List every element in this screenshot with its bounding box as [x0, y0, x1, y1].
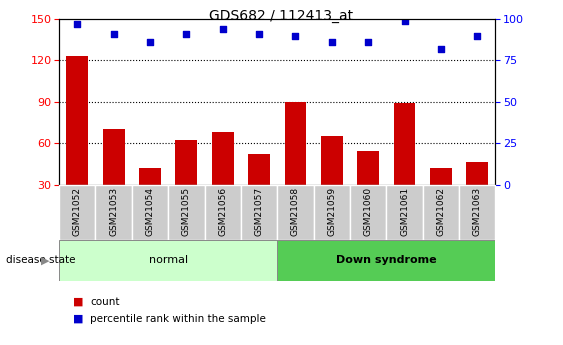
Bar [350, 185, 386, 240]
Text: GSM21060: GSM21060 [364, 187, 373, 236]
Point [436, 46, 445, 51]
Text: Down syndrome: Down syndrome [336, 256, 437, 265]
Bar [103, 129, 124, 185]
Point [400, 18, 409, 23]
Bar [321, 136, 343, 185]
Bar [59, 240, 277, 281]
Text: percentile rank within the sample: percentile rank within the sample [90, 314, 266, 324]
Bar [459, 185, 495, 240]
Text: GSM21062: GSM21062 [436, 187, 445, 236]
Bar [139, 168, 161, 185]
Bar [66, 56, 88, 185]
Text: GSM21059: GSM21059 [327, 187, 336, 236]
Bar [423, 185, 459, 240]
Text: GSM21053: GSM21053 [109, 187, 118, 236]
Text: GSM21063: GSM21063 [473, 187, 482, 236]
Text: GSM21061: GSM21061 [400, 187, 409, 236]
Bar [168, 185, 204, 240]
Bar [394, 103, 415, 185]
Point [182, 31, 191, 37]
Bar [278, 185, 314, 240]
Point [473, 33, 482, 38]
Point [327, 39, 336, 45]
Bar [241, 185, 277, 240]
Point [254, 31, 263, 37]
Text: normal: normal [149, 256, 187, 265]
Text: ■: ■ [73, 297, 84, 307]
Bar [314, 185, 350, 240]
Bar [204, 185, 241, 240]
Bar [466, 162, 488, 185]
Bar [430, 168, 452, 185]
Bar [176, 140, 197, 185]
Text: GSM21057: GSM21057 [254, 187, 263, 236]
Text: GSM21054: GSM21054 [145, 187, 154, 236]
Bar [212, 132, 234, 185]
Point [364, 39, 373, 45]
Bar [132, 185, 168, 240]
Point [291, 33, 300, 38]
Bar [358, 151, 379, 185]
Bar [96, 185, 132, 240]
Text: count: count [90, 297, 119, 307]
Bar [386, 185, 423, 240]
Text: ▶: ▶ [41, 256, 50, 265]
Text: GDS682 / 112413_at: GDS682 / 112413_at [209, 9, 354, 23]
Text: ■: ■ [73, 314, 84, 324]
Text: GSM21056: GSM21056 [218, 187, 227, 236]
Text: GSM21055: GSM21055 [182, 187, 191, 236]
Bar [284, 102, 306, 185]
Point [218, 26, 227, 32]
Point [145, 39, 154, 45]
Point [109, 31, 118, 37]
Text: GSM21058: GSM21058 [291, 187, 300, 236]
Bar [248, 154, 270, 185]
Bar [277, 240, 495, 281]
Bar [59, 185, 96, 240]
Text: GSM21052: GSM21052 [73, 187, 82, 236]
Text: disease state: disease state [6, 256, 75, 265]
Point [73, 21, 82, 27]
